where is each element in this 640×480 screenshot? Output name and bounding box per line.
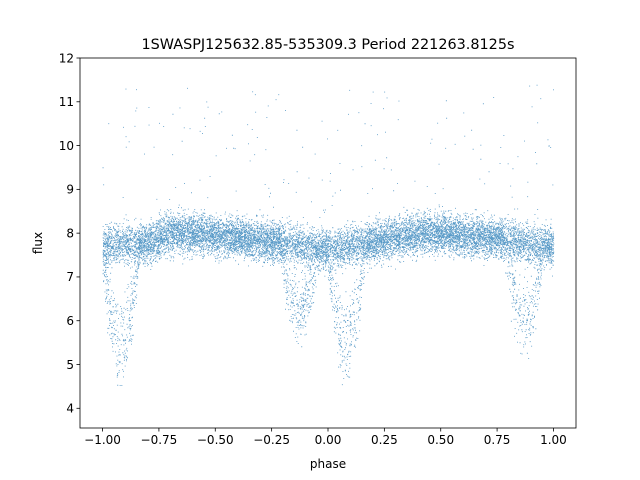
x-tick-label: −0.75 xyxy=(141,433,178,447)
y-tick-label: 4 xyxy=(66,402,74,416)
y-tick-label: 9 xyxy=(66,183,74,197)
x-tick-label: −0.25 xyxy=(253,433,290,447)
x-tick-label: −0.50 xyxy=(197,433,234,447)
x-axis-ticks: −1.00 −0.75 −0.50 −0.25 0.00 0.25 0.50 0.75 1.00 xyxy=(84,428,567,447)
x-tick-label: 0.75 xyxy=(484,433,511,447)
x-tick-label: 0.50 xyxy=(427,433,454,447)
data-points xyxy=(102,84,555,386)
y-tick-label: 8 xyxy=(66,226,74,240)
y-axis-ticks: 4 5 6 7 8 9 10 11 12 xyxy=(59,51,80,416)
x-tick-label: −1.00 xyxy=(84,433,121,447)
y-tick-label: 10 xyxy=(59,139,74,153)
x-tick-label: 1.00 xyxy=(540,433,567,447)
x-axis-label: phase xyxy=(310,457,346,471)
y-axis-label: flux xyxy=(31,232,45,254)
chart-title: 1SWASPJ125632.85-535309.3 Period 221263.… xyxy=(142,37,515,53)
y-tick-label: 12 xyxy=(59,51,74,65)
y-tick-label: 5 xyxy=(66,358,74,372)
y-tick-label: 11 xyxy=(59,95,74,109)
x-tick-label: 0.25 xyxy=(371,433,398,447)
plot-frame xyxy=(79,57,577,429)
x-tick-label: 0.00 xyxy=(315,433,342,447)
y-tick-label: 7 xyxy=(66,270,74,284)
y-tick-label: 6 xyxy=(66,314,74,328)
scatter-points xyxy=(102,84,555,386)
